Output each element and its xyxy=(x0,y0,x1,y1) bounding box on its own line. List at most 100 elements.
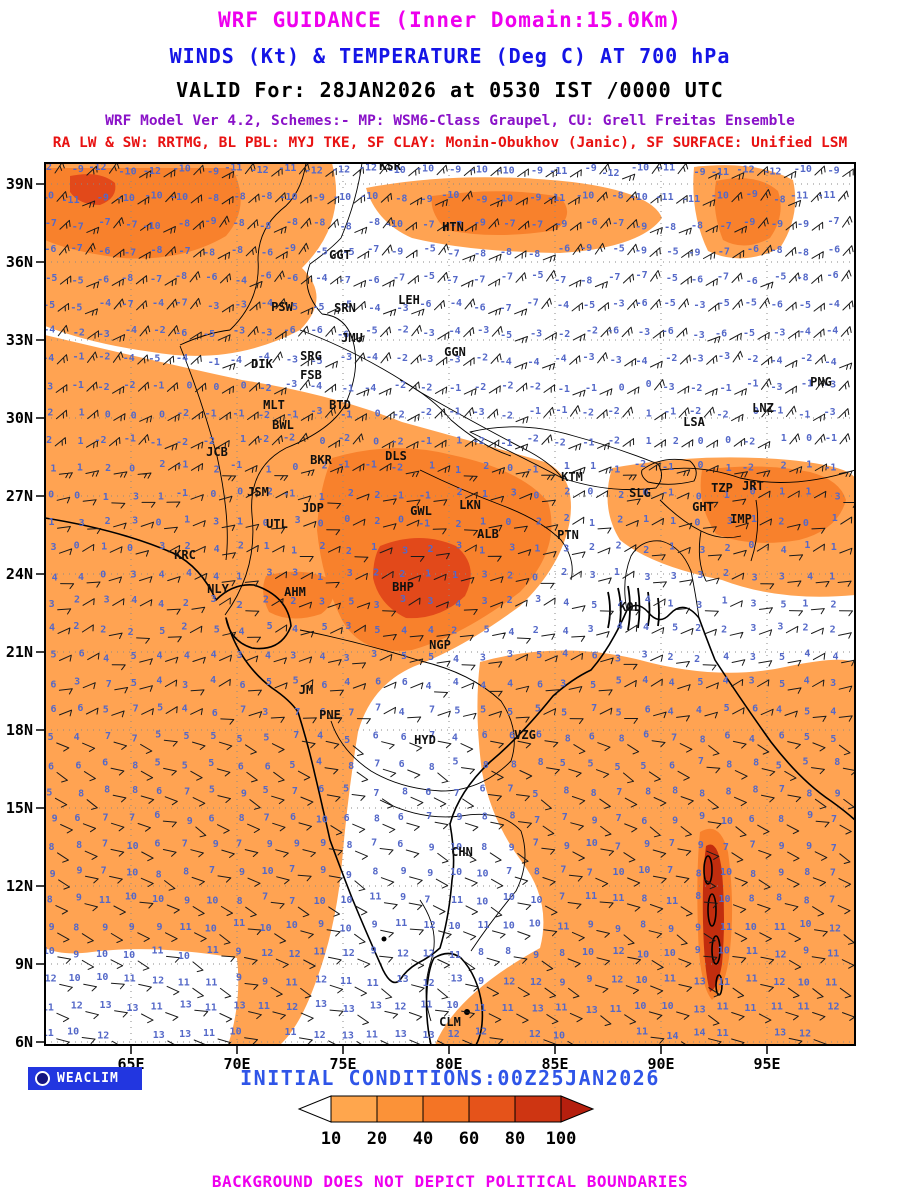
svg-text:6: 6 xyxy=(156,786,162,797)
svg-text:2: 2 xyxy=(673,436,679,447)
svg-text:-5: -5 xyxy=(745,297,757,308)
svg-text:-8: -8 xyxy=(286,217,298,228)
svg-text:9: 9 xyxy=(156,922,162,933)
svg-text:5: 5 xyxy=(779,679,785,690)
svg-text:-2: -2 xyxy=(501,381,513,392)
svg-text:-5: -5 xyxy=(203,329,215,340)
svg-text:4: 4 xyxy=(776,704,782,715)
svg-text:-8: -8 xyxy=(774,195,786,206)
station-label: HTN xyxy=(442,220,464,234)
svg-text:10: 10 xyxy=(636,975,648,986)
svg-text:-12: -12 xyxy=(359,163,377,174)
svg-text:1: 1 xyxy=(646,436,652,447)
svg-text:3: 3 xyxy=(750,652,756,663)
svg-text:-5: -5 xyxy=(312,302,324,313)
svg-text:0: 0 xyxy=(803,518,809,529)
svg-text:1: 1 xyxy=(779,487,785,498)
svg-text:6: 6 xyxy=(398,812,404,823)
svg-text:-2: -2 xyxy=(177,408,189,419)
svg-text:10: 10 xyxy=(476,896,488,907)
svg-text:9: 9 xyxy=(76,893,82,904)
svg-text:7: 7 xyxy=(830,868,836,879)
svg-text:-1: -1 xyxy=(746,378,758,389)
station-label: JRT xyxy=(742,479,764,493)
svg-text:8: 8 xyxy=(509,811,515,822)
svg-text:-7: -7 xyxy=(504,219,516,230)
svg-text:-12: -12 xyxy=(88,162,106,173)
svg-text:7: 7 xyxy=(429,730,435,741)
svg-text:7: 7 xyxy=(591,703,597,714)
svg-text:6: 6 xyxy=(77,703,83,714)
svg-text:0: 0 xyxy=(105,409,111,420)
svg-text:-2: -2 xyxy=(608,435,620,446)
svg-text:1: 1 xyxy=(184,515,190,526)
svg-text:-2: -2 xyxy=(94,435,106,446)
svg-text:1: 1 xyxy=(669,542,675,553)
svg-text:-6: -6 xyxy=(337,330,349,341)
svg-text:1: 1 xyxy=(456,435,462,446)
svg-text:7: 7 xyxy=(102,812,108,823)
svg-text:-1: -1 xyxy=(720,383,732,394)
svg-text:-3: -3 xyxy=(477,325,489,336)
svg-text:-7: -7 xyxy=(150,274,162,285)
svg-text:8: 8 xyxy=(511,760,517,771)
svg-text:6: 6 xyxy=(752,704,758,715)
svg-text:0: 0 xyxy=(507,463,513,474)
svg-text:-8: -8 xyxy=(500,247,512,258)
svg-text:2: 2 xyxy=(159,459,165,470)
svg-text:6: 6 xyxy=(537,680,543,691)
svg-text:14: 14 xyxy=(693,1028,705,1039)
svg-text:4: 4 xyxy=(159,570,165,581)
svg-text:-2: -2 xyxy=(283,433,295,444)
station-label: PSW xyxy=(271,300,293,314)
svg-text:12: 12 xyxy=(394,1002,406,1013)
svg-text:11: 11 xyxy=(233,918,245,929)
svg-text:-7: -7 xyxy=(531,220,543,231)
svg-text:-4: -4 xyxy=(527,357,539,368)
svg-text:5: 5 xyxy=(322,622,328,633)
svg-text:1: 1 xyxy=(79,408,85,419)
svg-text:-1: -1 xyxy=(824,463,836,474)
map-frame xyxy=(44,162,856,1046)
svg-text:2: 2 xyxy=(725,543,731,554)
svg-text:7: 7 xyxy=(669,838,675,849)
svg-text:11: 11 xyxy=(666,896,678,907)
svg-text:4: 4 xyxy=(804,649,810,660)
svg-text:-12: -12 xyxy=(251,165,269,176)
svg-text:-9: -9 xyxy=(474,217,486,228)
svg-text:9: 9 xyxy=(236,973,242,984)
svg-text:5: 5 xyxy=(103,704,109,715)
svg-text:1: 1 xyxy=(482,489,488,500)
svg-text:-5: -5 xyxy=(424,244,436,255)
svg-text:10: 10 xyxy=(316,815,328,826)
svg-text:11: 11 xyxy=(178,977,190,988)
svg-text:8: 8 xyxy=(559,948,565,959)
svg-text:5: 5 xyxy=(532,789,538,800)
svg-text:-2: -2 xyxy=(260,383,272,394)
svg-text:4: 4 xyxy=(292,624,298,635)
svg-text:-9: -9 xyxy=(529,193,541,204)
svg-text:9: 9 xyxy=(102,923,108,934)
svg-text:5: 5 xyxy=(263,785,269,796)
svg-text:0: 0 xyxy=(398,515,404,526)
svg-text:-3: -3 xyxy=(770,382,782,393)
svg-text:0: 0 xyxy=(748,540,754,551)
svg-text:-4: -4 xyxy=(123,353,135,364)
station-label: BWL xyxy=(272,418,294,432)
svg-text:-2: -2 xyxy=(40,435,52,446)
svg-text:4: 4 xyxy=(425,681,431,692)
svg-text:7: 7 xyxy=(829,894,835,905)
logo-text: WEACLIM xyxy=(57,1071,119,1086)
svg-text:-9: -9 xyxy=(313,193,325,204)
svg-text:1: 1 xyxy=(564,461,570,472)
svg-text:13: 13 xyxy=(100,1000,112,1011)
svg-text:2: 2 xyxy=(617,515,623,526)
svg-text:-5: -5 xyxy=(43,300,55,311)
colorbar-label: 100 xyxy=(546,1129,577,1149)
svg-text:11: 11 xyxy=(205,1003,217,1014)
svg-text:1: 1 xyxy=(722,595,728,606)
svg-text:5: 5 xyxy=(209,785,215,796)
svg-text:8: 8 xyxy=(156,870,162,881)
svg-text:8: 8 xyxy=(132,760,138,771)
svg-text:-7: -7 xyxy=(125,219,137,230)
